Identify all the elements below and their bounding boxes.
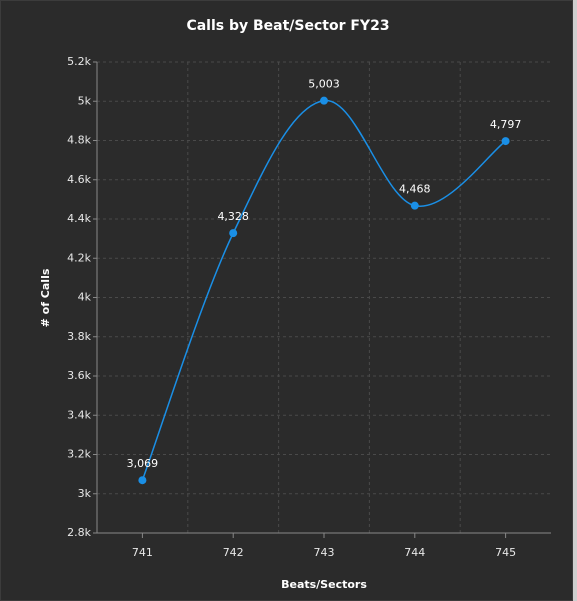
line (141, 99, 507, 481)
data-label: 3,069 (127, 457, 159, 470)
point (138, 476, 147, 485)
y-tick-label: 3.4k (67, 408, 91, 421)
y-tick-label: 3k (78, 487, 92, 500)
point (410, 201, 419, 210)
x-tick-label: 741 (132, 546, 153, 559)
point (320, 96, 328, 105)
x-tick-label: 743 (314, 546, 335, 559)
point (501, 137, 510, 146)
y-tick-label: 4.8k (67, 134, 91, 147)
y-tick-label: 3.6k (67, 369, 91, 382)
y-tick-label: 3.8k (67, 330, 91, 343)
data-label: 4,468 (399, 183, 431, 196)
y-axis-label: # of Calls (39, 268, 52, 327)
data-label: 4,328 (217, 210, 249, 223)
x-tick-label: 745 (495, 546, 516, 559)
data-label: 4,797 (490, 118, 522, 131)
chart-title: Calls by Beat/Sector FY23 (186, 18, 389, 34)
y-tick-label: 5k (78, 94, 92, 107)
data-label: 5,003 (308, 78, 340, 91)
y-tick-label: 3.2k (67, 448, 91, 461)
y-tick-label: 4.2k (67, 251, 91, 264)
y-tick-label: 4k (78, 291, 92, 304)
y-tick-label: 4.6k (67, 173, 91, 186)
y-tick-label: 2.8k (67, 526, 91, 539)
y-tick-label: 4.4k (67, 212, 91, 225)
edge (573, 0, 577, 601)
x-tick-label: 744 (404, 546, 425, 559)
point (229, 229, 238, 238)
x-axis-label: Beats/Sectors (281, 578, 367, 591)
x-tick-label: 742 (223, 546, 244, 559)
y-tick-label: 5.2k (67, 55, 91, 68)
